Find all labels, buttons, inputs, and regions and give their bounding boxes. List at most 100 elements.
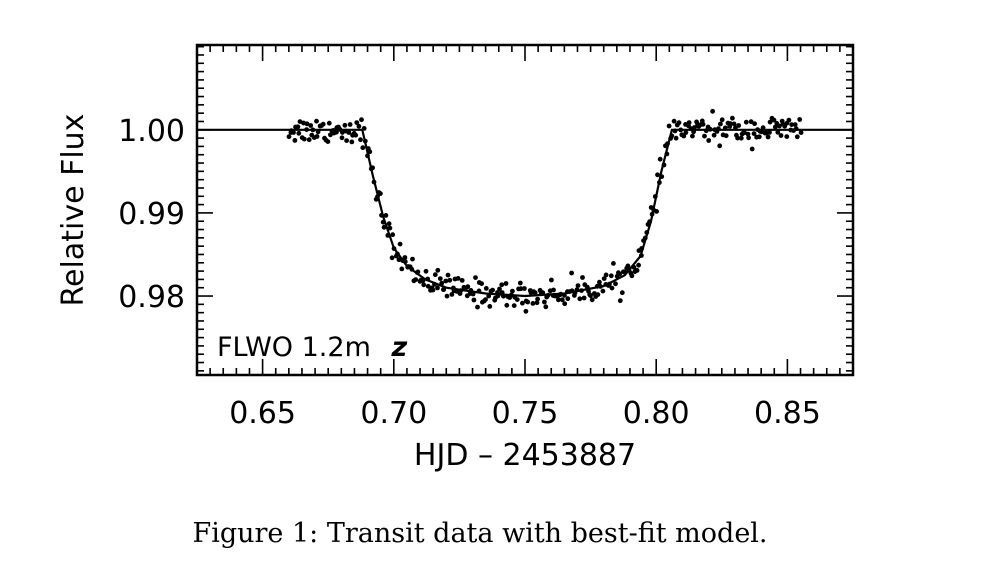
data-point xyxy=(636,262,641,268)
data-point xyxy=(465,284,471,290)
data-point xyxy=(700,121,706,127)
data-point xyxy=(767,130,772,135)
data-point xyxy=(390,232,396,238)
data-point xyxy=(296,130,302,136)
x-tick-label: 0.80 xyxy=(623,396,690,431)
x-tick-label: 0.70 xyxy=(360,396,427,431)
data-point xyxy=(389,255,395,261)
data-point xyxy=(490,287,495,293)
data-point xyxy=(751,131,757,137)
data-point xyxy=(794,134,800,140)
data-point xyxy=(475,304,480,310)
data-point xyxy=(306,137,312,143)
data-point xyxy=(471,297,477,303)
data-point xyxy=(611,261,616,266)
data-point xyxy=(657,156,663,162)
data-point xyxy=(410,256,415,262)
data-point xyxy=(353,132,359,138)
data-point xyxy=(654,209,659,214)
data-point xyxy=(483,286,489,291)
data-point xyxy=(344,138,349,144)
data-point xyxy=(347,122,353,127)
data-point xyxy=(435,267,441,273)
data-point xyxy=(717,143,723,149)
data-point xyxy=(304,121,310,127)
data-point xyxy=(510,288,515,294)
y-tick-label: 1.00 xyxy=(118,114,185,149)
data-point xyxy=(569,270,574,276)
data-point xyxy=(325,139,331,145)
data-point xyxy=(523,308,529,314)
data-point xyxy=(745,131,751,137)
data-point xyxy=(421,282,427,288)
x-tick-label: 0.75 xyxy=(492,396,559,431)
data-point xyxy=(562,301,568,307)
instrument-annotation: FLWO 1.2m z xyxy=(217,332,407,363)
data-point xyxy=(601,276,607,281)
filter-label: z xyxy=(390,332,407,363)
data-point xyxy=(402,255,408,260)
data-point xyxy=(786,117,792,123)
data-point xyxy=(504,302,510,308)
instrument-label: FLWO 1.2m xyxy=(217,332,371,363)
x-tick-label: 0.85 xyxy=(754,396,821,431)
data-point xyxy=(595,292,601,297)
data-point xyxy=(736,123,742,128)
data-point xyxy=(354,120,360,125)
y-axis-title: Relative Flux xyxy=(56,114,91,307)
data-point xyxy=(746,135,751,141)
data-point xyxy=(559,297,565,303)
data-point xyxy=(671,118,677,124)
data-point xyxy=(551,287,556,293)
data-point xyxy=(328,132,333,138)
data-point xyxy=(756,134,762,140)
data-point xyxy=(320,121,326,127)
data-point xyxy=(765,134,771,140)
data-point xyxy=(425,283,431,289)
axis-ticks xyxy=(196,45,854,375)
data-point xyxy=(683,130,689,135)
data-point xyxy=(455,276,461,281)
data-point xyxy=(797,117,803,122)
data-point xyxy=(430,287,436,293)
data-point xyxy=(575,283,581,288)
plot-frame xyxy=(195,43,855,377)
data-point xyxy=(581,295,587,301)
data-point xyxy=(752,121,757,127)
data-point xyxy=(588,293,593,298)
x-tick-labels: 0.65 0.70 0.75 0.80 0.85 xyxy=(229,396,821,431)
data-point xyxy=(535,296,540,302)
data-point xyxy=(556,297,561,303)
data-point xyxy=(399,266,405,272)
data-point xyxy=(673,135,679,141)
data-point xyxy=(349,139,355,145)
data-point xyxy=(514,297,520,302)
data-point xyxy=(577,296,583,302)
data-point xyxy=(702,133,707,139)
data-point xyxy=(777,123,782,129)
data-point xyxy=(291,130,296,135)
data-point xyxy=(738,135,744,141)
data-point xyxy=(443,278,449,284)
data-point xyxy=(600,288,606,294)
data-point xyxy=(723,133,729,139)
data-point xyxy=(314,134,320,139)
data-point xyxy=(565,296,571,302)
y-tick-labels: 0.98 0.99 1.00 xyxy=(118,114,185,315)
y-tick-label: 0.99 xyxy=(118,197,185,232)
data-point xyxy=(549,277,554,283)
data-point xyxy=(387,225,393,231)
data-point xyxy=(613,281,618,287)
x-axis-title: HJD – 2453887 xyxy=(414,438,636,473)
x-tick-label: 0.65 xyxy=(229,396,296,431)
data-point xyxy=(676,120,682,126)
data-point xyxy=(730,115,735,121)
data-point xyxy=(487,304,493,309)
data-point xyxy=(359,117,364,123)
data-point xyxy=(789,122,795,127)
data-point xyxy=(771,117,777,123)
data-point xyxy=(423,268,429,274)
data-point xyxy=(358,137,363,143)
data-point xyxy=(473,275,478,280)
